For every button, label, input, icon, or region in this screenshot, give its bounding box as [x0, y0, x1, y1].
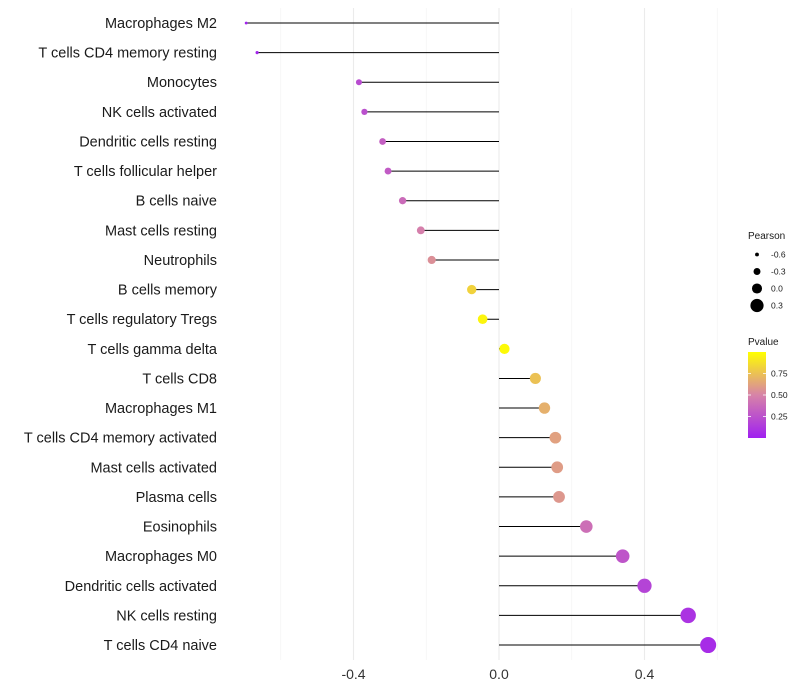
pearson-legend-dot	[751, 283, 763, 294]
pearson-legend-title: Pearson	[748, 231, 785, 242]
lollipop-dot	[615, 549, 630, 563]
pearson-legend-dot	[755, 252, 759, 257]
lollipop-dot	[499, 343, 510, 354]
pearson-legend-label: -0.3	[771, 267, 786, 277]
lollipop-dot	[244, 21, 248, 25]
category-label: NK cells activated	[102, 105, 217, 121]
category-label: Neutrophils	[144, 253, 217, 269]
lollipop-dot	[355, 79, 362, 86]
pvalue-legend: Pvalue 0.75 0.50 0.25	[748, 337, 788, 438]
lollipop-dot	[416, 226, 425, 235]
category-label: T cells gamma delta	[88, 342, 218, 358]
lollipop-dot	[680, 607, 696, 624]
category-label: T cells CD4 memory activated	[24, 431, 217, 447]
lollipop-dot	[529, 372, 541, 384]
category-label: Dendritic cells resting	[79, 134, 217, 150]
lollipop-dot	[551, 461, 564, 474]
pearson-legend-label: 0.0	[771, 284, 783, 294]
lollipop-dots	[244, 21, 717, 654]
lollipop-dot	[384, 167, 392, 175]
lollipop-dot	[427, 255, 436, 265]
lollipop-dot	[467, 284, 477, 295]
x-axis-ticks: -0.4 0.0 0.4	[341, 666, 654, 682]
category-label: Mast cells activated	[90, 460, 217, 476]
category-label: Monocytes	[147, 75, 217, 91]
lollipop-stems	[246, 22, 709, 646]
category-label: T cells CD4 memory resting	[38, 46, 217, 62]
pearson-legend-label: 0.3	[771, 301, 783, 311]
x-tick-label: -0.4	[341, 666, 365, 682]
category-label: T cells regulatory Tregs	[67, 312, 217, 328]
category-label: T cells CD4 naive	[104, 638, 217, 654]
pearson-legend-dot	[750, 298, 764, 313]
lollipop-dot	[255, 51, 259, 55]
x-tick-label: 0.0	[489, 666, 509, 682]
category-label: Plasma cells	[136, 490, 217, 506]
lollipop-dot	[361, 108, 368, 115]
category-label: NK cells resting	[116, 608, 217, 624]
lollipop-dot	[637, 578, 652, 593]
lollipop-dot	[553, 491, 565, 503]
pvalue-legend-label: 0.25	[771, 412, 788, 422]
lollipop-dot	[398, 197, 407, 205]
lollipop-dot	[580, 520, 593, 533]
category-label: Mast cells resting	[105, 223, 217, 239]
category-label: T cells CD8	[142, 371, 217, 387]
x-tick-label: 0.4	[635, 666, 655, 682]
category-label: B cells memory	[118, 283, 218, 299]
category-label: Macrophages M1	[105, 401, 217, 417]
lollipop-dot	[379, 138, 386, 145]
lollipop-dot	[538, 402, 551, 414]
lollipop-dot	[700, 636, 717, 654]
pearson-legend: Pearson -0.6 -0.3 0.0 0.3	[748, 231, 786, 313]
lollipop-dot	[477, 314, 488, 325]
category-label: Dendritic cells activated	[65, 579, 217, 595]
pvalue-legend-title: Pvalue	[748, 337, 779, 348]
category-label: Macrophages M2	[105, 16, 217, 32]
lollipop-dot	[549, 431, 562, 444]
pvalue-colorbar	[748, 352, 766, 438]
pearson-legend-label: -0.6	[771, 250, 786, 260]
pvalue-legend-label: 0.50	[771, 390, 788, 400]
category-label: B cells naive	[136, 194, 217, 210]
grid-lines	[280, 8, 718, 660]
category-labels: Macrophages M2 T cells CD4 memory resting…	[24, 16, 218, 654]
category-label: Macrophages M0	[105, 549, 217, 565]
pearson-legend-dot	[753, 268, 761, 275]
category-label: Eosinophils	[143, 520, 217, 536]
pvalue-legend-label: 0.75	[771, 369, 788, 379]
category-label: T cells follicular helper	[74, 164, 217, 180]
